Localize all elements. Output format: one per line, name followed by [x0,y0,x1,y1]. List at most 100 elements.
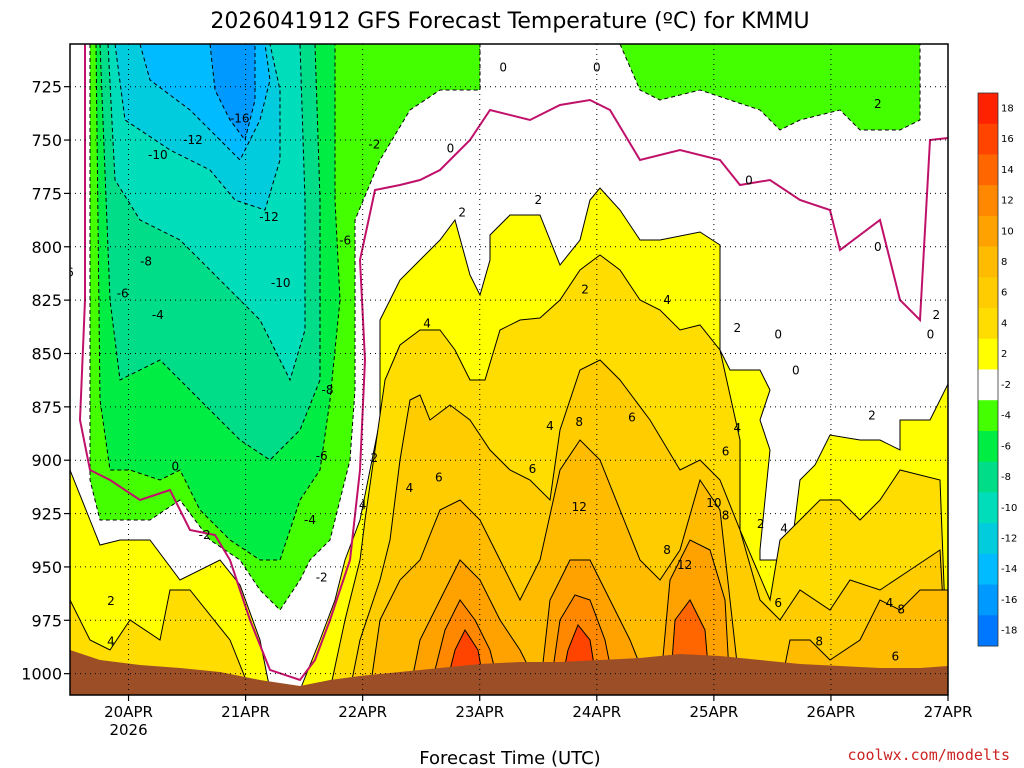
contour-label: 2 [733,321,741,335]
y-tick-label: 850 [31,344,62,363]
contour-label: 2 [581,282,589,296]
contour-label: 8 [575,415,583,429]
y-tick-label: 875 [31,398,62,417]
colorbar-label: -4 [1001,411,1011,422]
colorbar-label: -2 [1001,380,1011,391]
colorbar-swatch [978,338,998,370]
contour-label: 2 [534,193,542,207]
colorbar-label: 4 [1001,318,1007,329]
contour-label: -2 [199,528,211,542]
y-tick-label: 950 [31,558,62,577]
contour-label: -8 [322,383,334,397]
region-8c-east [779,589,948,691]
x-tick-label: 24APR [572,703,621,721]
colorbar-swatch [978,461,998,493]
colorbar-swatch [978,430,998,463]
contour-label: 6 [891,650,899,664]
plot-area: -16 -12 -10 -12 -10 -8 -6 -4 -8 -6 -4 -2 -2 -2 -6 0 0 0 0 0… [66,44,948,695]
contour-label: 6 [435,470,443,484]
contour-label: -4 [152,308,164,322]
colorbar-label: 2 [1001,349,1007,360]
contour-label: 2 [932,308,940,322]
contour-label: -12 [183,133,203,147]
contour-label: 6 [66,265,74,279]
colorbar-swatch [978,400,998,432]
contour-label: 4 [663,293,671,307]
contour-label: 6 [628,411,636,425]
colorbar-label: -10 [1001,503,1017,514]
contour-label: 4 [406,481,414,495]
contour-label: 0 [593,60,601,74]
colorbar-label: 8 [1001,257,1007,268]
colorbar-swatch [978,154,998,186]
y-tick-label: 725 [31,78,62,97]
x-axis: 20APR 21APR 22APR 23APR 24APR 25APR 26APR 27APR… [104,695,972,739]
contour-label: 2 [458,206,466,220]
colorbar-label: 12 [1001,196,1014,207]
contour-label: -2 [368,137,380,151]
contour-label: -6 [339,233,351,247]
colorbar-swatch [978,553,998,586]
y-tick-label: 775 [31,184,62,203]
colorbar-label: 6 [1001,288,1007,299]
x-tick-label: 20APR [104,703,153,721]
contour-label: 0 [874,240,882,254]
colorbar-swatch [978,523,998,555]
contour-label: 2 [371,451,379,465]
x-axis-label: Forecast Time (UTC) [419,748,600,768]
colorbar-label: -8 [1001,472,1011,483]
contour-label: 0 [499,60,507,74]
colorbar-swatch [978,369,998,401]
colorbar-swatch [978,185,998,217]
contour-label: -10 [271,276,291,290]
x-tick-label: 25APR [689,703,738,721]
colorbar-label: 16 [1001,134,1014,145]
contour-label: 4 [886,596,894,610]
credit-text: coolwx.com/modelts [847,746,1010,764]
contour-label: -6 [117,287,129,301]
region-minus16c [209,44,256,142]
contour-label: -2 [316,571,328,585]
contour-label: 2 [874,97,882,111]
y-tick-label: 750 [31,131,62,150]
contour-label: 4 [359,498,367,512]
contour-label: 2 [107,594,115,608]
contour-label: -6 [316,449,328,463]
contour-label: 0 [172,460,180,474]
colorbar-label: -16 [1001,595,1017,606]
x-tick-label: 21APR [221,703,270,721]
contour-label: 8 [663,543,671,557]
contour-label: 8 [722,509,730,523]
zero-isotherm [78,44,948,682]
contour-label: 0 [745,174,753,188]
colorbar-label: 18 [1001,103,1014,114]
colorbar-label: -18 [1001,626,1017,637]
y-tick-label: 1000 [21,665,62,684]
colorbar-label: -14 [1001,564,1017,575]
colorbar-swatch [978,615,998,647]
x-year-label: 2026 [109,721,147,739]
y-tick-label: 800 [31,238,62,257]
contour-label: 2 [757,517,765,531]
contour-label: 8 [897,603,905,617]
y-tick-label: 900 [31,451,62,470]
contour-label: 0 [774,327,782,341]
contour-label: 8 [815,635,823,649]
contour-label: 4 [780,522,788,536]
x-tick-label: 23APR [455,703,504,721]
contour-labels: -16 -12 -10 -12 -10 -8 -6 -4 -8 -6 -4 -2 -2 -2 -6 0 0 0 0 0… [66,60,940,664]
colorbar-swatch [978,277,998,309]
contour-label: -16 [230,112,250,126]
contour-label: 12 [677,558,692,572]
x-tick-label: 22APR [338,703,387,721]
y-tick-label: 825 [31,291,62,310]
contour-label: 6 [722,445,730,459]
contour-label: 4 [733,421,741,435]
contour-label: -10 [148,148,168,162]
colorbar-label: 14 [1001,165,1014,176]
contour-label: 0 [792,364,800,378]
colorbar-swatch [978,93,998,125]
contour-label: 4 [423,317,431,331]
x-tick-label: 26APR [807,703,856,721]
